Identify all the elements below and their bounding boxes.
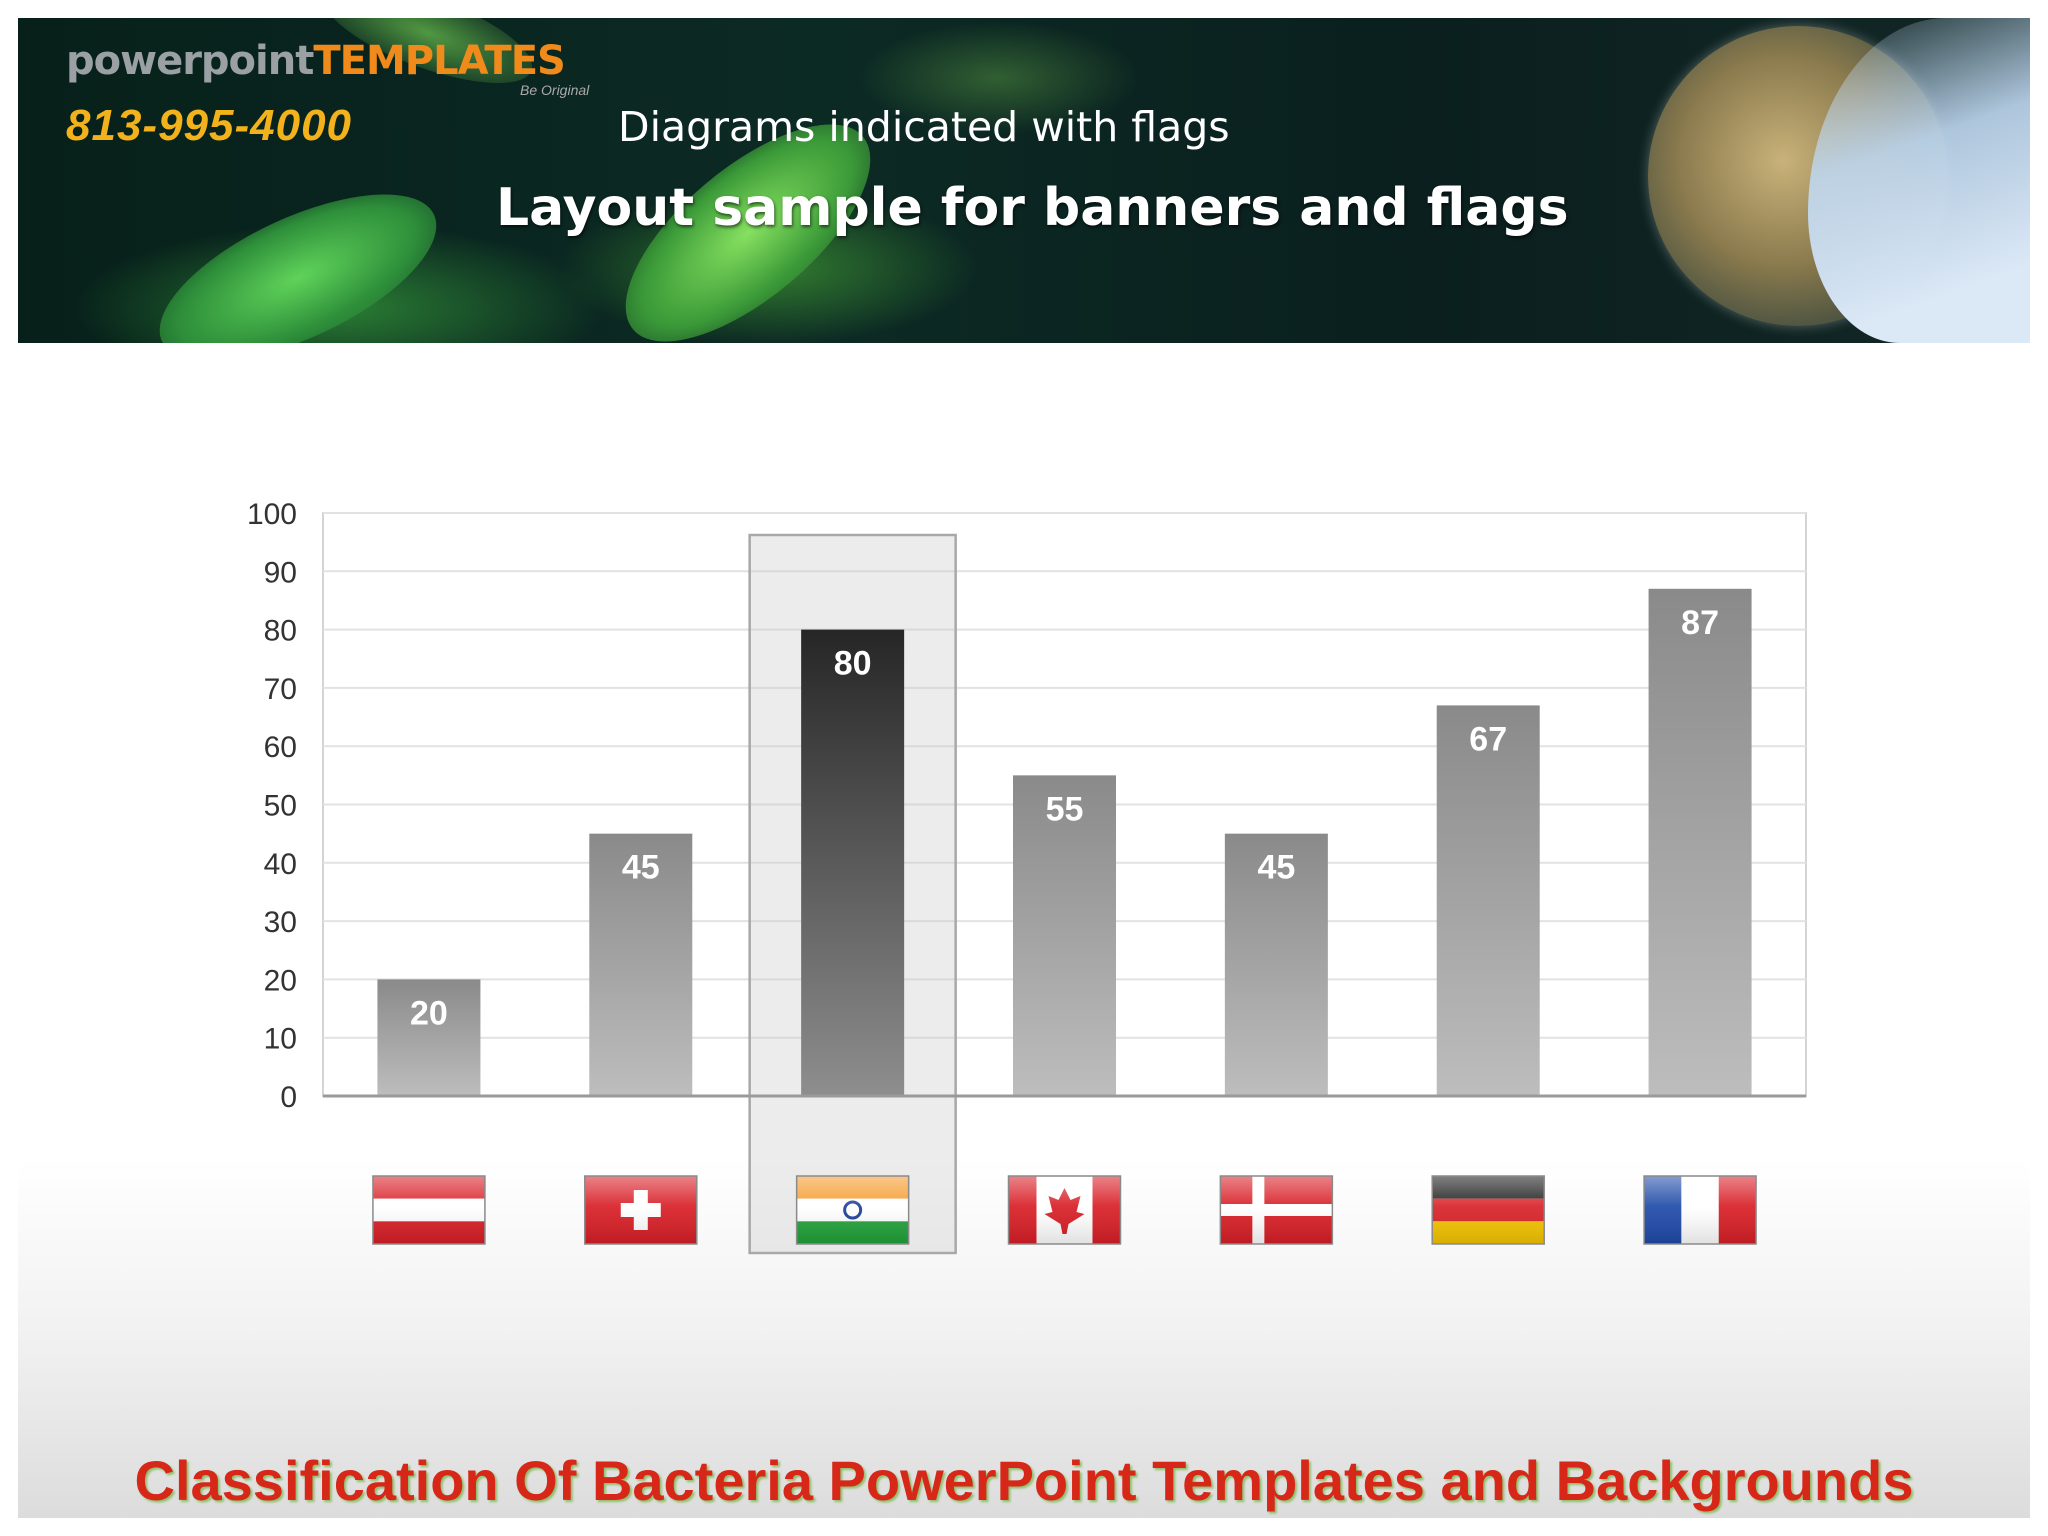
flag-india — [795, 1175, 910, 1245]
bar-value-label: 80 — [834, 645, 872, 683]
phone-number: 813-995-4000 — [66, 101, 353, 150]
flag-gloss — [1644, 1176, 1757, 1244]
y-tick-label: 50 — [264, 790, 297, 823]
y-tick-label: 20 — [264, 964, 297, 997]
flag-switzerland — [584, 1175, 698, 1245]
slide-title: Layout sample for banners and flags — [496, 178, 1569, 238]
bars — [377, 588, 1752, 1096]
flag-border — [1431, 1175, 1545, 1245]
bar-canada — [1013, 775, 1116, 1096]
flag-border — [795, 1175, 910, 1245]
footer-title: Classification Of Bacteria PowerPoint Te… — [134, 1449, 1914, 1512]
y-tick-label: 40 — [264, 848, 297, 881]
flag-border — [1007, 1175, 1122, 1245]
bar-germany — [1436, 705, 1540, 1096]
bar-india — [801, 629, 905, 1096]
y-tick-label: 90 — [264, 556, 297, 589]
y-tick-label: 10 — [264, 1023, 297, 1056]
y-tick-label: 80 — [264, 615, 297, 648]
bar-switzerland — [589, 833, 693, 1096]
bar-value-label: 87 — [1681, 604, 1719, 642]
flag-gloss — [796, 1176, 909, 1244]
y-tick-label: 100 — [247, 498, 297, 531]
brand-tagline: Be Original — [520, 82, 590, 98]
flag-border — [584, 1175, 698, 1245]
bar-value-label: 45 — [622, 849, 660, 887]
flag-border — [372, 1175, 486, 1245]
bar-france — [1648, 588, 1752, 1096]
header-banner: powerpointTEMPLATES Be Original 813-995-… — [18, 18, 2030, 343]
bar-value-label: 55 — [1046, 790, 1084, 828]
flag-gloss — [372, 1176, 485, 1244]
flag-gloss — [1008, 1176, 1121, 1244]
flag-austria — [372, 1175, 486, 1245]
flag-gloss — [1432, 1176, 1545, 1244]
brand-logo: powerpointTEMPLATES — [66, 38, 566, 84]
flag-border — [1643, 1175, 1757, 1245]
flag-canada — [1007, 1175, 1122, 1245]
y-tick-label: 70 — [264, 673, 297, 706]
bar-value-label: 20 — [410, 994, 448, 1032]
bar-value-labels: 20 45 80 55 45 67 87 — [410, 604, 1719, 1033]
flag-denmark — [1219, 1175, 1334, 1245]
flag-border — [1219, 1175, 1334, 1245]
y-axis: 0 10 20 30 40 50 60 70 80 90 100 — [247, 498, 1806, 1114]
slide-subtitle: Diagrams indicated with flags — [618, 103, 1230, 151]
y-tick-label: 0 — [280, 1081, 297, 1114]
bar-value-label: 45 — [1257, 849, 1295, 887]
y-tick-label: 30 — [264, 906, 297, 939]
flag-gloss — [584, 1176, 697, 1244]
bar-chart: 20 45 80 55 45 67 87 0 10 20 30 40 50 60 70 80 90 100 — [247, 498, 1807, 1255]
flag-france — [1643, 1175, 1757, 1245]
bar-value-label: 67 — [1469, 720, 1507, 758]
flag-germany — [1431, 1175, 1545, 1245]
bar-denmark — [1224, 833, 1328, 1096]
category-flags — [372, 1175, 1757, 1245]
bar-austria — [377, 979, 481, 1096]
y-tick-label: 60 — [264, 731, 297, 764]
flag-gloss — [1220, 1176, 1333, 1244]
slide: powerpointTEMPLATES Be Original 813-995-… — [18, 18, 2030, 1518]
